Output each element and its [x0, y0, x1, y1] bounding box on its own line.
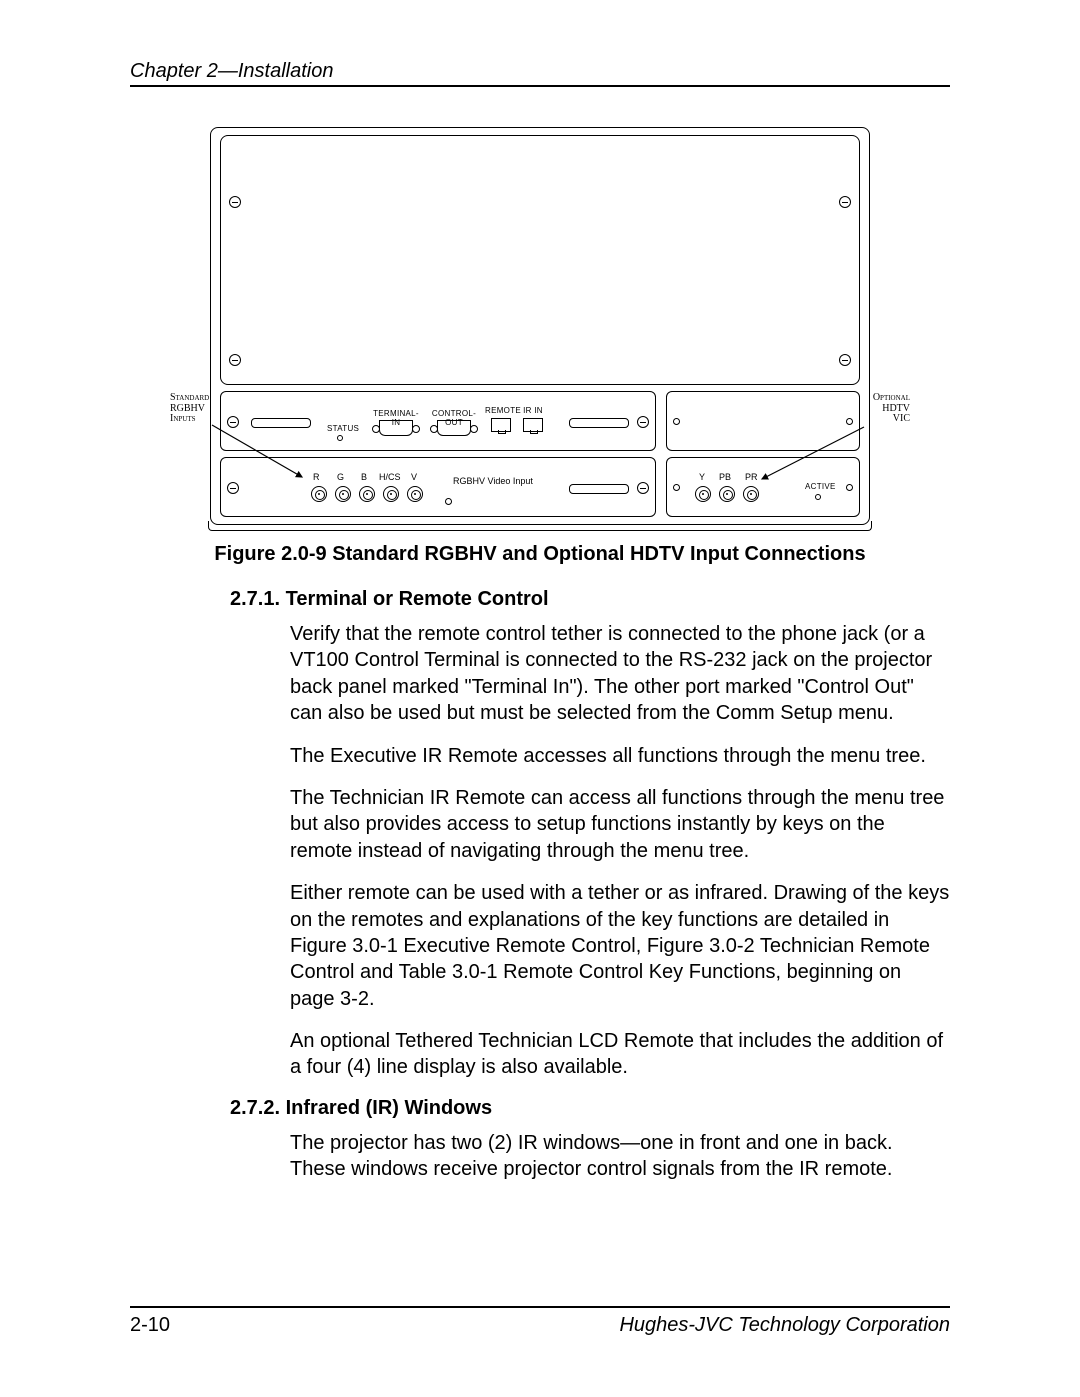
rj-port-icon [491, 418, 511, 432]
diagram: Standard RGBHV Inputs Optional HDTV VIC [180, 127, 900, 525]
bnc-connector-icon [719, 486, 735, 502]
figure-caption: Figure 2.0-9 Standard RGBHV and Optional… [130, 543, 950, 566]
para: The Technician IR Remote can access all … [290, 785, 950, 864]
screw-icon [673, 418, 680, 425]
callout-line: VIC [864, 414, 910, 425]
bnc-connector-icon [359, 486, 375, 502]
active-led-icon [815, 494, 821, 500]
figure-2-0-9: Standard RGBHV Inputs Optional HDTV VIC [180, 127, 900, 525]
bnc-label-hcs: H/CS [379, 472, 401, 482]
screw-icon [229, 196, 241, 208]
bnc-label-y: Y [699, 472, 705, 482]
rgbhv-input-module: R G B H/CS V RGBHV Video Input [220, 457, 656, 517]
status-label: STATUS [327, 424, 359, 433]
bnc-connector-icon [743, 486, 759, 502]
vent-slot [251, 418, 311, 428]
bnc-connector-icon [311, 486, 327, 502]
screw-icon [227, 482, 239, 494]
mid-row: STATUS TERMINAL-IN CONTROL-OUT REMOTE IR… [220, 391, 860, 451]
callout-line: Inputs [170, 414, 218, 425]
screw-icon [839, 354, 851, 366]
chapter-title: Chapter 2—Installation [130, 60, 333, 82]
screw-icon [846, 418, 853, 425]
bottom-row: R G B H/CS V RGBHV Video Input [220, 457, 860, 517]
vent-slot [569, 484, 629, 494]
page-footer: 2-10 Hughes-JVC Technology Corporation [130, 1306, 950, 1337]
page-number: 2-10 [130, 1314, 170, 1337]
bnc-label-pr: PR [745, 472, 758, 482]
bnc-connector-icon [407, 486, 423, 502]
screw-icon [229, 354, 241, 366]
bnc-connector-icon [335, 486, 351, 502]
screw-icon [839, 196, 851, 208]
bnc-label-g: G [337, 472, 344, 482]
active-label: ACTIVE [805, 482, 836, 491]
screw-icon [637, 416, 649, 428]
bnc-connector-icon [695, 486, 711, 502]
screw-icon [846, 484, 853, 491]
footer-org: Hughes-JVC Technology Corporation [619, 1314, 950, 1337]
bnc-label-r: R [313, 472, 320, 482]
rgbhv-title: RGBHV Video Input [453, 476, 533, 486]
callout-optional-hdtv: Optional HDTV VIC [864, 393, 910, 425]
status-led-icon [337, 435, 343, 441]
screw-icon [445, 498, 452, 505]
rj-port-icon [523, 418, 543, 432]
vent-slot [569, 418, 629, 428]
bnc-label-v: V [411, 472, 417, 482]
section-271-title: 2.7.1. Terminal or Remote Control [230, 588, 950, 611]
callout-line: Standard [170, 393, 218, 404]
para: Either remote can be used with a tether … [290, 880, 950, 1012]
hdtv-input-module: Y PB PR ACTIVE [666, 457, 860, 517]
para: Verify that the remote control tether is… [290, 621, 950, 727]
callout-line: Optional [864, 393, 910, 404]
screw-icon [227, 416, 239, 428]
hdtv-blank-module [666, 391, 860, 451]
db9-port-icon [379, 420, 413, 436]
screw-icon [673, 484, 680, 491]
remote-label: REMOTE [485, 406, 519, 415]
top-cover-panel [220, 135, 860, 385]
para: The projector has two (2) IR windows—one… [290, 1130, 950, 1183]
control-module: STATUS TERMINAL-IN CONTROL-OUT REMOTE IR… [220, 391, 656, 451]
irin-label: IR IN [521, 406, 545, 415]
screw-icon [637, 482, 649, 494]
bnc-connector-icon [383, 486, 399, 502]
bottom-bracket [208, 521, 872, 531]
para: An optional Tethered Technician LCD Remo… [290, 1028, 950, 1081]
section-272-title: 2.7.2. Infrared (IR) Windows [230, 1097, 950, 1120]
bnc-label-b: B [361, 472, 367, 482]
para: The Executive IR Remote accesses all fun… [290, 743, 950, 769]
bnc-label-pb: PB [719, 472, 731, 482]
page-header: Chapter 2—Installation [130, 60, 950, 87]
callout-standard-rgbhv: Standard RGBHV Inputs [170, 393, 218, 425]
db9-port-icon [437, 420, 471, 436]
